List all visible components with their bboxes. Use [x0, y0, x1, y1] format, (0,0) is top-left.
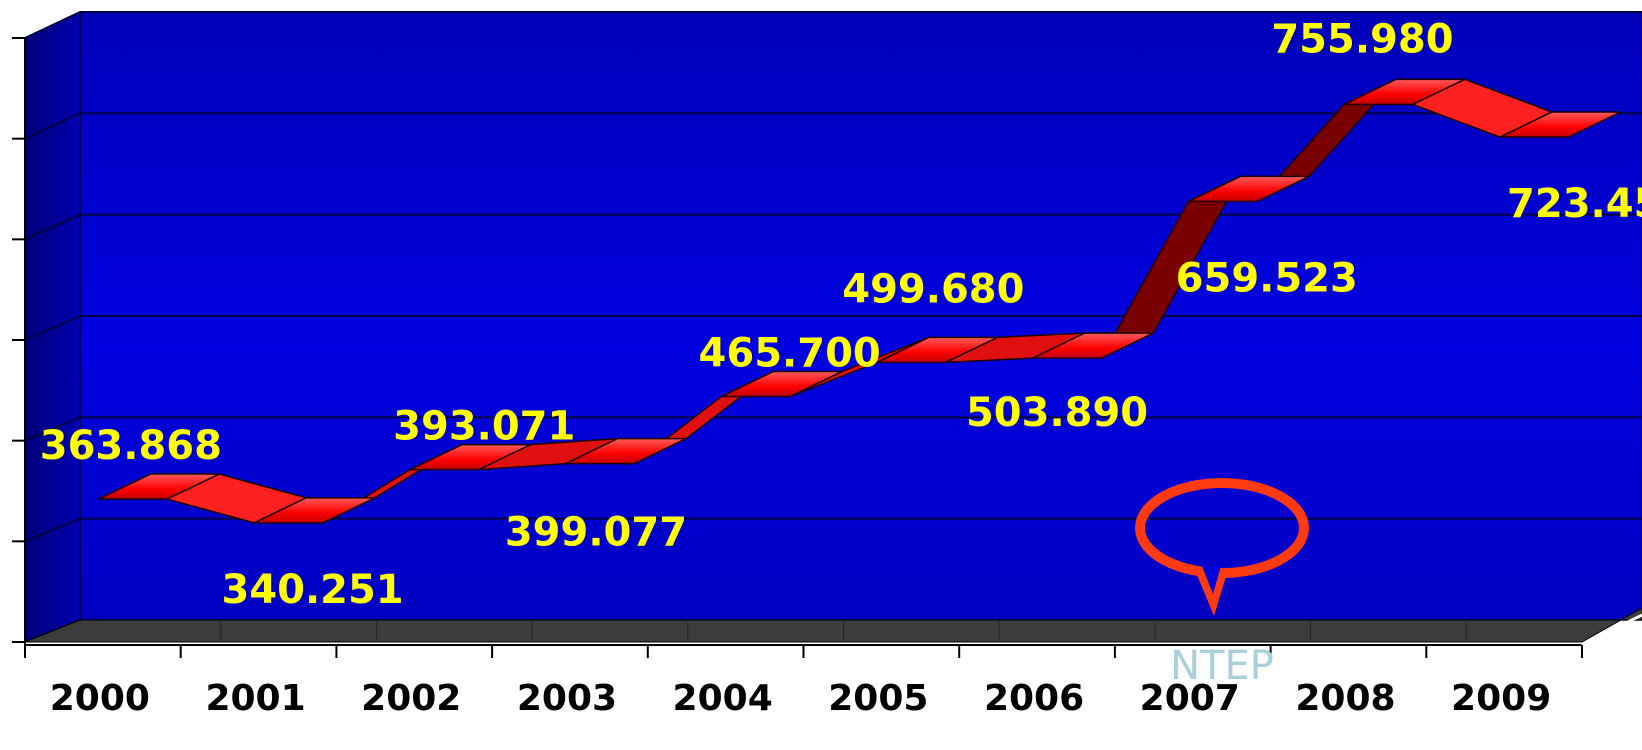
ribbon-segment [876, 336, 998, 364]
x-axis-tick-labels: 2000 2001 2002 2003 2004 2005 2006 2007 2008 2009 [50, 678, 1552, 719]
x-tick-label: 2005 [828, 678, 928, 719]
floor [24, 607, 1642, 643]
data-label: 723.452 [1507, 181, 1642, 227]
ribbon-segment [565, 437, 687, 465]
x-tick-label: 2000 [50, 678, 150, 719]
gridlines [24, 11, 1642, 543]
x-axis-ticks [24, 622, 1583, 658]
side-gridline [24, 112, 81, 140]
side-gridline [24, 213, 81, 241]
data-labels: 363.868 340.251 393.071 399.077 465.700 499.6… [40, 16, 1642, 613]
ribbon-segment [98, 473, 220, 500]
data-label: 465.700 [699, 331, 881, 377]
data-label: 340.251 [221, 567, 403, 613]
side-gridline [24, 517, 81, 543]
ribbon-segment [1499, 111, 1621, 138]
data-label: 755.980 [1271, 16, 1453, 62]
data-label: 499.680 [842, 266, 1024, 312]
callout-pointer [1195, 570, 1228, 616]
side-gridline [24, 416, 81, 442]
x-tick-label: 2001 [205, 678, 305, 719]
data-label: 503.890 [966, 390, 1148, 436]
y-axis-ticks [12, 37, 26, 645]
ribbon-segment [253, 497, 376, 524]
ribbon-series [98, 78, 1621, 524]
ribbon-segment [721, 370, 843, 398]
x-tick-label: 2004 [673, 678, 773, 719]
annotation-text: NTEP [1170, 643, 1274, 689]
data-label: 363.868 [40, 423, 222, 469]
data-label: 399.077 [505, 510, 687, 556]
data-label: 659.523 [1176, 255, 1358, 301]
side-gridline [24, 11, 81, 39]
x-tick-label: 2006 [984, 678, 1084, 719]
ribbon-segment [1032, 332, 1154, 359]
x-tick-label: 2003 [517, 678, 617, 719]
ribbon-segment [1188, 175, 1310, 203]
floor-edge [1581, 613, 1642, 647]
x-tick-label: 2009 [1451, 678, 1551, 719]
side-gridline [24, 315, 81, 341]
x-tick-label: 2008 [1295, 678, 1395, 719]
data-label: 393.071 [393, 404, 575, 450]
callout-annotation: NTEP [1135, 478, 1309, 689]
ribbon-segment [1343, 78, 1466, 106]
ribbon-segment [409, 443, 531, 471]
x-tick-label: 2002 [361, 678, 461, 719]
x-tick-label: 2007 [1140, 678, 1240, 719]
